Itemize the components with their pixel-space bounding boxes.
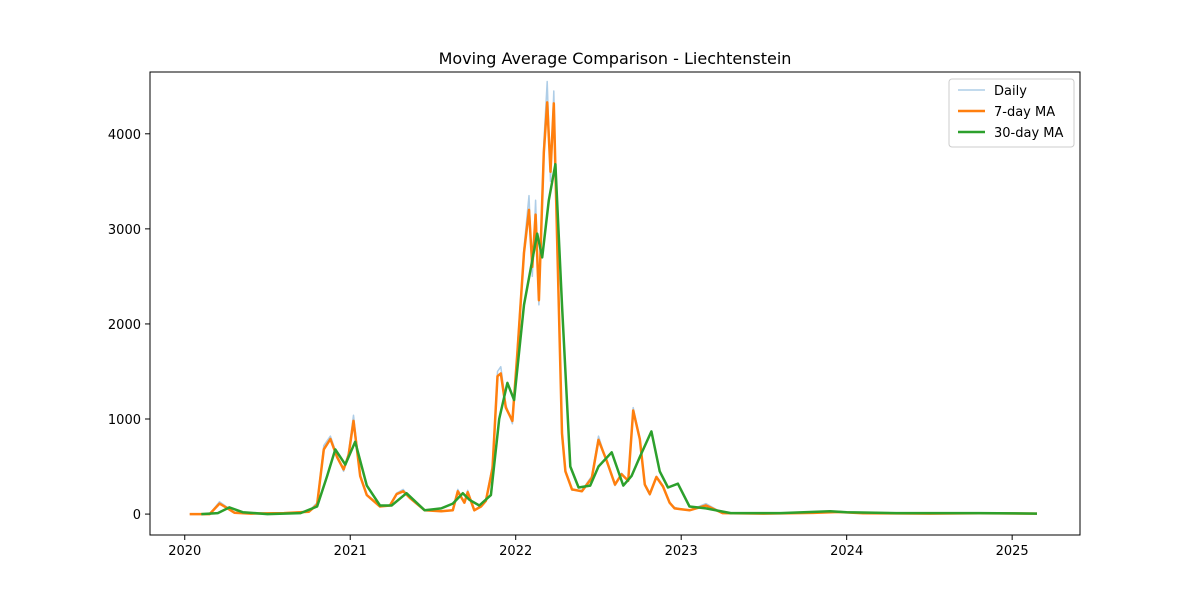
y-tick-label: 4000 bbox=[108, 128, 141, 143]
y-axis: 0 1000 2000 3000 4000 bbox=[108, 128, 150, 523]
y-tick-label: 0 bbox=[133, 508, 141, 523]
x-tick-label: 2021 bbox=[334, 544, 367, 559]
x-tick-label: 2022 bbox=[499, 544, 532, 559]
legend-frame bbox=[948, 78, 1075, 148]
x-tick-label: 2020 bbox=[168, 544, 201, 559]
y-tick-label: 3000 bbox=[108, 223, 141, 238]
chart-title: Moving Average Comparison - Liechtenstei… bbox=[439, 49, 792, 68]
axes-frame bbox=[149, 71, 1081, 536]
x-tick-label: 2025 bbox=[996, 544, 1029, 559]
legend-label-30-day-ma: 30-day MA bbox=[994, 126, 1063, 141]
x-tick-label: 2024 bbox=[830, 544, 863, 559]
plot-area bbox=[189, 80, 1038, 516]
series-line-30-day-ma bbox=[201, 162, 1038, 516]
legend: Daily 7-day MA 30-day MA bbox=[948, 78, 1075, 148]
y-tick-label: 1000 bbox=[108, 413, 141, 428]
legend-label-daily: Daily bbox=[994, 84, 1027, 99]
y-tick-label: 2000 bbox=[108, 318, 141, 333]
x-tick-label: 2023 bbox=[665, 544, 698, 559]
legend-label-7-day-ma: 7-day MA bbox=[994, 105, 1055, 120]
x-axis: 2020 2021 2022 2023 2024 2025 bbox=[168, 535, 1029, 559]
